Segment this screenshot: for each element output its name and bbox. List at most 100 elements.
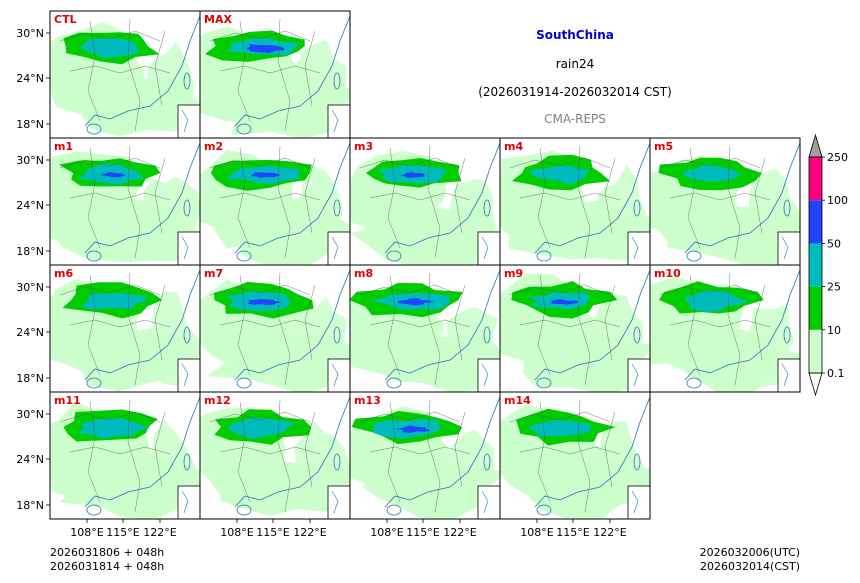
footer-init-cst: 2026031814 + 048h [50, 560, 164, 573]
province-boundaries [59, 18, 171, 132]
panel-label: m5 [654, 140, 673, 153]
footer-init-utc: 2026031806 + 048h [50, 546, 164, 559]
panel-label: m1 [54, 140, 73, 153]
taiwan-outline [183, 72, 191, 90]
x-tick-label: 115°E [256, 526, 289, 539]
province-boundaries [509, 272, 621, 386]
footer-valid-utc: 2026032006(UTC) [700, 546, 800, 559]
coastline [234, 396, 350, 508]
south-china-sea-inset [177, 358, 200, 392]
source-label: CMA-REPS [544, 112, 606, 126]
taiwan-outline [633, 326, 641, 344]
coastline [384, 396, 500, 508]
province-boundaries [59, 272, 171, 386]
south-china-sea-inset [627, 231, 650, 265]
province-boundaries [359, 399, 471, 513]
panel-frame [649, 264, 801, 393]
colorbar-segment [809, 329, 822, 373]
panel-label: m4 [504, 140, 523, 153]
hainan-outline [236, 123, 252, 135]
inset-coastline [331, 490, 339, 514]
panel-m3: m3 [349, 137, 501, 266]
inset-coastline [331, 363, 339, 387]
taiwan-outline [333, 326, 341, 344]
taiwan-outline [333, 72, 341, 90]
south-china-sea-inset [477, 231, 500, 265]
rain-heavy-core [529, 165, 591, 185]
inset-coastline [631, 363, 639, 387]
rain-heavy-core [681, 164, 741, 182]
south-china-sea-inset [627, 358, 650, 392]
panel-m10: m10 [649, 264, 801, 393]
taiwan-outline [183, 199, 191, 217]
hainan-outline [236, 377, 252, 389]
inset-coastline [481, 363, 489, 387]
coastline [234, 15, 350, 127]
panel-m11: m11 [49, 391, 201, 520]
south-china-sea-inset [177, 231, 200, 265]
coastline [84, 142, 200, 254]
rain-very-heavy-core [399, 172, 426, 178]
hainan-outline [386, 504, 402, 516]
colorbar: 0.1 10 25 50 100 250 [808, 133, 848, 397]
panel-m12: m12 [199, 391, 351, 520]
colorbar-segment [809, 243, 822, 287]
inset-coastline [181, 236, 189, 260]
province-boundaries [209, 399, 321, 513]
period-label: (2026031914-2026032014 CST) [478, 85, 672, 99]
taiwan-outline [633, 199, 641, 217]
x-tick-label: 115°E [556, 526, 589, 539]
coastline [384, 142, 500, 254]
rain-very-heavy-core [550, 299, 578, 305]
rain-heavy-core [527, 420, 591, 437]
y-tick-label: 24°N [16, 72, 44, 85]
panel-label: m12 [204, 394, 231, 407]
hainan-outline [386, 250, 402, 262]
rain-very-heavy-core [394, 425, 431, 433]
province-boundaries [209, 18, 321, 132]
south-china-sea-inset [477, 485, 500, 519]
panel-MAX: MAX [199, 10, 351, 139]
hainan-outline [86, 250, 102, 262]
x-tick-label: 122°E [293, 526, 326, 539]
colorbar-level-label: 25 [827, 281, 841, 294]
panel-CTL: CTL [49, 10, 201, 139]
inset-coastline [781, 363, 789, 387]
south-china-sea-inset [327, 231, 350, 265]
hainan-outline [86, 377, 102, 389]
panel-label: MAX [204, 13, 232, 26]
coastline [534, 142, 650, 254]
panel-label: m9 [504, 267, 523, 280]
panel-label: m11 [54, 394, 81, 407]
south-china-sea-inset [327, 104, 350, 138]
x-tick-label: 115°E [106, 526, 139, 539]
hainan-outline [686, 250, 702, 262]
province-boundaries [359, 272, 471, 386]
y-tick-label: 18°N [16, 245, 44, 258]
hainan-outline [536, 504, 552, 516]
panel-label: m7 [204, 267, 223, 280]
south-china-sea-inset [477, 358, 500, 392]
taiwan-outline [483, 453, 491, 471]
coastline [384, 269, 500, 381]
panel-m9: m9 [499, 264, 651, 393]
colorbar-min-arrow [808, 372, 823, 397]
taiwan-outline [633, 453, 641, 471]
panel-label: m2 [204, 140, 223, 153]
rain-very-heavy-core [251, 172, 281, 178]
panel-m13: m13 [349, 391, 501, 520]
rain-heavy-core [81, 293, 146, 310]
panel-label: CTL [54, 13, 77, 26]
south-china-sea-inset [177, 485, 200, 519]
rain-very-heavy-core [100, 172, 126, 178]
hainan-outline [386, 377, 402, 389]
province-boundaries [359, 145, 471, 259]
panel-label: m3 [354, 140, 373, 153]
coastline [534, 396, 650, 508]
province-boundaries [509, 399, 621, 513]
colorbar-level-label: 100 [827, 194, 848, 207]
hainan-outline [536, 377, 552, 389]
coastline [234, 269, 350, 381]
chart-title: SouthChina [536, 28, 614, 42]
